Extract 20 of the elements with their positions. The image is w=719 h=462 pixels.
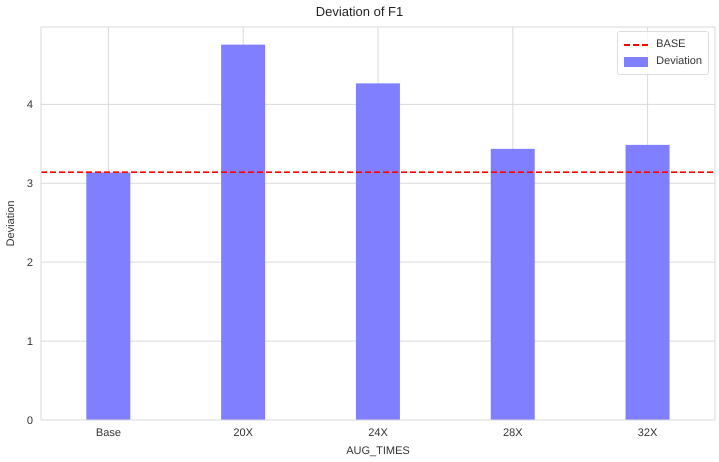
legend-label: Deviation xyxy=(656,54,702,69)
y-tick-label: 1 xyxy=(26,336,33,348)
x-tick-label: Base xyxy=(96,426,121,439)
y-tick-label: 0 xyxy=(26,414,33,427)
y-tick-label: 2 xyxy=(26,257,33,270)
bar xyxy=(221,44,266,420)
chart-title: Deviation of F1 xyxy=(314,4,404,19)
x-tick-label: 28X xyxy=(503,426,524,439)
legend-label: BASE xyxy=(656,37,686,52)
x-axis-title: AUG_TIMES xyxy=(346,445,410,457)
y-axis-title: Deviation xyxy=(4,200,17,246)
x-tick-label: 32X xyxy=(638,426,658,439)
x-tick-label: 24X xyxy=(368,426,388,439)
y-tick-label: 4 xyxy=(26,99,33,112)
bar xyxy=(490,148,535,420)
bar xyxy=(626,144,670,420)
y-tick-label: 3 xyxy=(26,178,33,190)
bar xyxy=(356,83,400,420)
bar xyxy=(86,172,130,420)
x-tick-label: 20X xyxy=(233,426,254,439)
